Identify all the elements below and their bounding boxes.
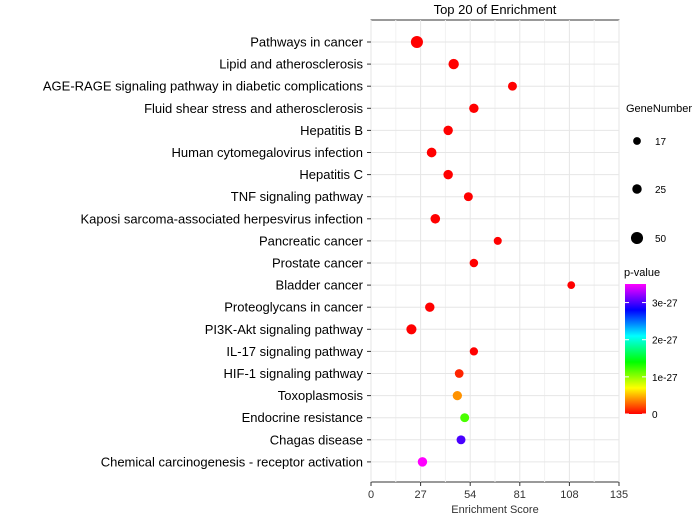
category-labels: Pathways in cancer Lipid and atherosclero…	[43, 35, 371, 469]
category-label: IL-17 signaling pathway	[226, 344, 363, 359]
x-tick-label: 135	[610, 489, 628, 501]
data-point	[463, 192, 473, 202]
category-label: Kaposi sarcoma-associated herpesvirus in…	[80, 211, 363, 226]
color-legend-label: 0	[652, 410, 658, 421]
category-label: Endocrine resistance	[242, 410, 363, 425]
data-point	[452, 390, 462, 401]
data-point	[410, 35, 423, 49]
data-point	[567, 281, 576, 289]
category-label: Bladder cancer	[276, 278, 364, 293]
category-label: Hepatitis C	[299, 167, 363, 182]
x-tick-label: 54	[464, 489, 476, 501]
category-label: Hepatitis B	[300, 123, 363, 138]
color-legend-title: p-value	[624, 267, 660, 279]
data-point	[443, 125, 453, 136]
data-point	[469, 258, 479, 268]
size-legend-label: 50	[655, 234, 667, 245]
data-point	[443, 169, 453, 180]
category-label: TNF signaling pathway	[231, 189, 364, 204]
grid-lines	[370, 20, 620, 482]
category-label: AGE-RAGE signaling pathway in diabetic c…	[43, 79, 364, 94]
x-tick-label: 27	[414, 489, 426, 501]
category-label: Chagas disease	[270, 432, 363, 447]
color-legend-label: 2e-27	[652, 336, 678, 347]
size-legend-label: 17	[655, 137, 667, 148]
data-point	[417, 457, 428, 467]
data-point	[430, 214, 441, 224]
x-axis-label: Enrichment Score	[451, 504, 538, 516]
category-label: Proteoglycans in cancer	[224, 300, 363, 315]
category-label: Pancreatic cancer	[259, 233, 364, 248]
data-point	[460, 413, 470, 423]
category-label: Chemical carcinogenesis - receptor activ…	[101, 454, 363, 469]
category-label: Fluid shear stress and atherosclerosis	[144, 101, 363, 116]
data-point	[425, 302, 435, 312]
size-legend-dot	[632, 184, 642, 194]
category-label: HIF-1 signaling pathway	[224, 366, 364, 381]
size-legend-dot	[630, 231, 644, 245]
data-point	[406, 324, 417, 335]
x-tick-label: 81	[514, 489, 526, 501]
data-point	[456, 435, 466, 445]
size-legend-dot	[633, 137, 641, 145]
data-point	[469, 103, 479, 114]
size-legend-title: GeneNumber	[626, 103, 692, 115]
data-point	[469, 347, 479, 356]
color-legend-gradient-bar	[625, 284, 646, 414]
color-legend: p-value 0 1e-27 2e-27 3e-27	[624, 267, 678, 421]
data-point	[426, 147, 437, 158]
x-axis-ticks: 0 27 54 81 108 135	[368, 482, 628, 501]
category-label: Lipid and atherosclerosis	[219, 57, 363, 72]
data-point	[448, 58, 459, 70]
category-label: Toxoplasmosis	[278, 388, 364, 403]
data-point	[507, 81, 517, 91]
category-label: PI3K-Akt signaling pathway	[205, 322, 364, 337]
data-point	[454, 369, 464, 378]
x-tick-label: 0	[368, 489, 374, 501]
color-legend-label: 3e-27	[652, 299, 678, 310]
category-label: Prostate cancer	[272, 256, 364, 271]
x-tick-label: 108	[560, 489, 578, 501]
data-points	[406, 35, 576, 467]
data-point	[493, 236, 502, 245]
category-label: Human cytomegalovirus infection	[172, 145, 363, 160]
chart-title: Top 20 of Enrichment	[434, 2, 557, 17]
category-label: Pathways in cancer	[250, 35, 363, 50]
size-legend: GeneNumber 17 25 50	[626, 103, 692, 245]
size-legend-label: 25	[655, 185, 667, 196]
color-legend-label: 1e-27	[652, 373, 678, 384]
